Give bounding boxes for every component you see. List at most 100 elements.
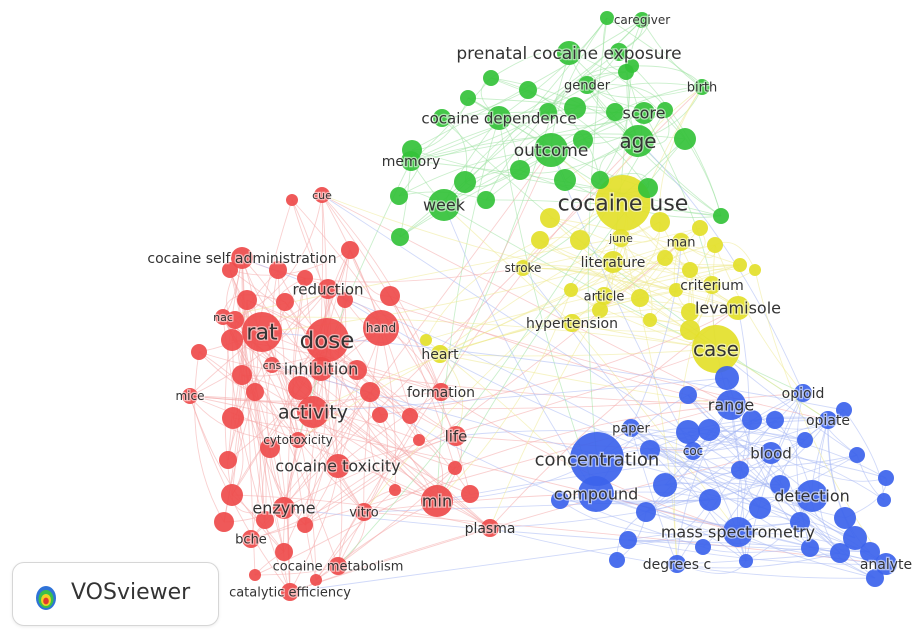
node-hypertension[interactable] [563,314,581,332]
node-yellow[interactable] [749,264,761,276]
node-rat[interactable] [242,312,282,352]
node-red[interactable] [288,376,312,400]
node-blue[interactable] [731,461,749,479]
label-blood[interactable]: blood [749,443,793,464]
label-life[interactable]: life [443,426,468,447]
node-caregiver[interactable] [634,12,650,28]
label-dose[interactable]: dose [298,327,355,356]
node-cocaine-self-administration[interactable] [231,247,253,269]
node-red[interactable] [237,290,257,310]
node-man[interactable] [672,233,690,251]
node-red[interactable] [341,241,359,259]
label-degrees-c[interactable]: degrees c [641,556,712,575]
node-green[interactable] [460,90,476,106]
node-yellow[interactable] [592,302,608,318]
node-gender[interactable] [578,76,596,94]
node-red[interactable] [297,517,313,533]
label-age[interactable]: age [618,128,658,155]
node-red[interactable] [256,511,274,529]
node-red[interactable] [337,292,353,308]
node-green[interactable] [625,59,639,73]
node-criterium[interactable] [703,276,721,294]
node-green[interactable] [573,130,593,150]
node-plasma[interactable] [481,519,499,537]
node-yellow[interactable] [531,231,549,249]
node-concentration[interactable] [570,432,624,486]
node-blue[interactable] [866,569,884,587]
label-range[interactable]: range [706,394,755,416]
node-blue[interactable] [849,447,865,463]
node-green[interactable] [564,97,586,119]
node-blue[interactable] [695,539,711,555]
node-red[interactable] [221,484,243,506]
label-min[interactable]: min [421,490,454,512]
node-analyte[interactable] [875,553,897,575]
node-red[interactable] [246,383,264,401]
label-article[interactable]: article [582,288,625,306]
node-age[interactable] [622,125,654,157]
node-blue[interactable] [830,543,850,563]
node-cocaine-toxicity[interactable] [326,454,350,478]
node-birth[interactable] [694,79,710,95]
node-blood[interactable] [760,442,782,464]
node-red[interactable] [448,461,462,475]
node-life[interactable] [446,426,466,446]
node-blue[interactable] [742,410,762,430]
node-red[interactable] [249,569,261,581]
node-red[interactable] [310,574,322,586]
node-yellow[interactable] [643,313,657,327]
node-red[interactable] [461,485,479,503]
node-blue[interactable] [770,475,790,495]
node-june[interactable] [612,229,630,247]
node-green[interactable] [483,70,499,86]
node-inhibition[interactable] [309,357,333,381]
node-blue[interactable] [834,507,856,529]
node-blue[interactable] [676,420,700,444]
node-blue[interactable] [640,440,660,460]
node-outcome[interactable] [534,133,568,167]
node-green[interactable] [554,169,576,191]
node-green[interactable] [433,109,451,127]
label-caregiver[interactable]: caregiver [613,12,672,29]
node-blue[interactable] [877,493,891,507]
node-green[interactable] [519,81,537,99]
node-blue[interactable] [699,489,721,511]
node-green[interactable] [510,160,530,180]
node-yellow[interactable] [692,220,708,236]
node-yellow[interactable] [680,320,700,340]
node-green[interactable] [402,140,422,160]
node-red[interactable] [402,408,418,424]
node-blue[interactable] [843,526,867,550]
node-yellow[interactable] [631,289,649,307]
node-yellow[interactable] [707,237,723,253]
node-green[interactable] [610,43,628,61]
label-opiate[interactable]: opiate [805,412,852,431]
node-red[interactable] [286,194,298,206]
label-enzyme[interactable]: enzyme [251,497,317,519]
node-opioid[interactable] [794,384,812,402]
node-paper[interactable] [622,419,640,437]
label-analyte[interactable]: analyte [859,556,914,575]
node-green[interactable] [600,11,614,25]
node-yellow[interactable] [733,258,747,272]
node-yellow[interactable] [540,208,560,228]
node-blue[interactable] [679,386,697,404]
node-red[interactable] [413,434,425,446]
node-red[interactable] [275,543,293,561]
node-green[interactable] [391,228,409,246]
node-blue[interactable] [715,366,739,390]
label-opioid[interactable]: opioid [780,385,825,404]
node-green[interactable] [674,128,696,150]
node-range[interactable] [716,390,746,420]
node-blue[interactable] [698,419,720,441]
node-hand[interactable] [363,310,399,346]
label-man[interactable]: man [665,234,696,252]
label-literature[interactable]: literature [579,254,646,273]
node-blue[interactable] [801,539,819,557]
label-cocaine-metabolism[interactable]: cocaine metabolism [271,558,404,576]
node-compound[interactable] [578,476,614,512]
node-green[interactable] [591,171,609,189]
node-cns[interactable] [264,357,280,373]
node-red[interactable] [232,365,252,385]
